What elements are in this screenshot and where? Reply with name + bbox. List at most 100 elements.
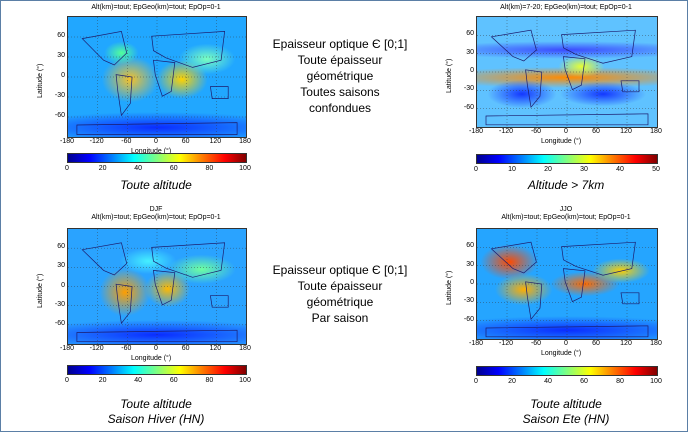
x-tick-label: -120 (498, 340, 513, 347)
colorbar-tick-label: 0 (65, 377, 69, 384)
x-axis-label: Longitude (°) (131, 355, 172, 362)
y-tick-label: 60 (466, 30, 474, 38)
colorbar-tick-label: 80 (205, 165, 214, 172)
x-tick-label: 60 (181, 138, 190, 145)
colorbar-tick-label: 100 (239, 377, 251, 384)
y-tick-label: 60 (466, 242, 474, 250)
colorbar-tick-label: 40 (616, 166, 624, 173)
panel-caption: Altitude > 7km (527, 178, 605, 192)
y-axis-label: Latitude (°) (37, 273, 44, 308)
desc-line: Toute épaisseur (297, 53, 383, 67)
x-tick-label: 180 (239, 138, 251, 145)
y-tick-label: -60 (463, 315, 474, 323)
desc-line: Toute épaisseur (297, 279, 383, 293)
y-tick-label: 30 (466, 48, 474, 56)
colorbar (67, 153, 247, 163)
panel-caption: Saison Hiver (HN) (107, 412, 205, 426)
x-axis-label: Longitude (°) (131, 148, 172, 155)
colorbar-tick-label: 0 (65, 165, 69, 172)
x-tick-label: -180 (59, 345, 74, 352)
season-label: JJO (559, 206, 573, 213)
description-top: Epaisseur optique Є [0;1] Toute épaisseu… (250, 36, 430, 116)
colorbar-tick-label: 20 (98, 165, 107, 172)
y-tick-label: 0 (61, 281, 65, 289)
x-tick-label: 0 (564, 128, 568, 135)
y-tick-label: 30 (57, 52, 65, 59)
y-axis-label: Latitude (°) (446, 58, 453, 93)
x-tick-label: -180 (59, 138, 74, 145)
world-map (67, 16, 247, 138)
season-label: DJF (149, 206, 163, 213)
x-tick-label: 0 (564, 340, 568, 347)
x-tick-label: 120 (620, 340, 632, 347)
colorbar-tick-label: 40 (544, 378, 552, 385)
x-tick-label: 60 (181, 345, 190, 352)
x-tick-label: 180 (239, 345, 251, 352)
colorbar-tick-label: 100 (239, 165, 251, 172)
world-map (476, 228, 658, 340)
colorbar-tick-label: 60 (169, 165, 178, 172)
y-tick-label: 30 (466, 260, 474, 268)
colorbar-tick-label: 0 (474, 378, 478, 385)
colorbar-tick-label: 80 (205, 377, 214, 384)
x-tick-label: -120 (89, 138, 104, 145)
x-axis-label: Longitude (°) (541, 350, 582, 357)
world-map (476, 16, 658, 128)
y-tick-label: 60 (57, 32, 65, 39)
desc-line: géométrique (306, 295, 374, 309)
y-tick-label: 30 (57, 262, 65, 270)
x-tick-label: 180 (650, 340, 662, 347)
colorbar-tick-label: 80 (616, 378, 624, 385)
colorbar-tick-label: 30 (580, 166, 588, 173)
x-tick-label: -120 (498, 128, 513, 135)
y-tick-label: -30 (463, 297, 474, 305)
colorbar-tick-label: 60 (580, 378, 588, 385)
y-tick-label: 0 (470, 67, 474, 74)
y-axis-label: Latitude (°) (37, 63, 44, 98)
description-bottom: Epaisseur optique Є [0;1] Toute épaisseu… (250, 262, 430, 326)
colorbar-tick-label: 10 (508, 166, 516, 173)
x-tick-label: 0 (154, 345, 158, 352)
x-tick-label: 60 (592, 340, 600, 347)
panel-title: Alt(km)=7-20; EpGeo(km)=tout; EpOp=0-1 (500, 4, 632, 11)
desc-line: confondues (308, 101, 372, 115)
y-tick-label: -60 (54, 112, 65, 119)
desc-line: Par saison (311, 311, 369, 325)
y-axis-label: Latitude (°) (446, 270, 453, 305)
colorbar (67, 365, 247, 375)
x-tick-label: 0 (154, 138, 158, 145)
desc-line: Epaisseur optique Є [0;1] (272, 263, 408, 277)
colorbar-tick-label: 0 (474, 166, 478, 173)
y-tick-label: 0 (61, 72, 65, 79)
panel-caption: Toute altitude (530, 397, 602, 411)
y-tick-label: -60 (463, 103, 474, 111)
colorbar-tick-label: 100 (650, 378, 662, 385)
panel-caption: Toute altitude (120, 178, 192, 192)
panel-caption: Toute altitude (120, 397, 192, 411)
x-axis-label: Longitude (°) (541, 138, 582, 145)
x-tick-label: 120 (209, 138, 222, 145)
colorbar (476, 366, 658, 376)
x-tick-label: 180 (650, 128, 662, 135)
desc-line: Epaisseur optique Є [0;1] (272, 37, 408, 51)
colorbar-tick-label: 20 (544, 166, 552, 173)
x-tick-label: -60 (530, 128, 542, 135)
x-tick-label: 120 (620, 128, 632, 135)
y-tick-label: 60 (57, 243, 65, 251)
colorbar (476, 154, 658, 164)
x-tick-label: -180 (468, 128, 483, 135)
desc-line: géométrique (306, 69, 374, 83)
x-tick-label: 60 (592, 128, 600, 135)
colorbar-tick-label: 40 (134, 377, 143, 384)
desc-line: Toutes saisons (300, 85, 380, 99)
x-tick-label: 120 (209, 345, 222, 352)
y-tick-label: 0 (470, 279, 474, 286)
y-tick-label: -60 (54, 319, 65, 327)
panel-title: Alt(km)=tout; EpGeo(km)=tout; EpOp=0-1 (91, 214, 221, 221)
panel-caption: Saison Ete (HN) (522, 412, 610, 426)
x-tick-label: -60 (121, 138, 132, 145)
colorbar-tick-label: 20 (508, 378, 516, 385)
colorbar-tick-label: 50 (652, 166, 660, 173)
y-tick-label: -30 (463, 85, 474, 93)
x-tick-label: -180 (468, 340, 483, 347)
